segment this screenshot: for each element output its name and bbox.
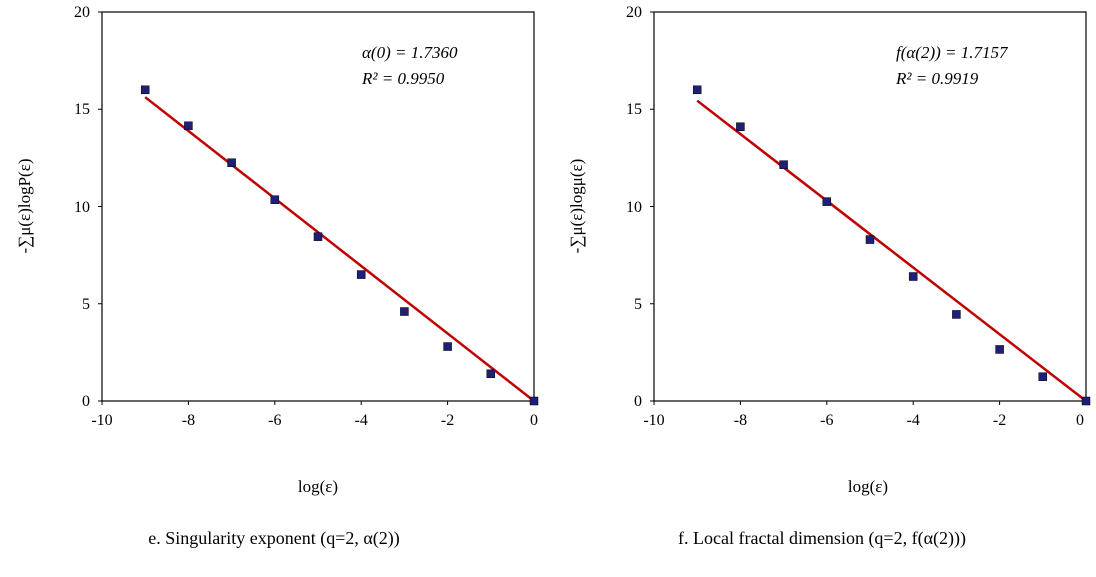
chart-f-xticks: -10 -8 -6 -4 -2 0 <box>643 401 1087 429</box>
chart-e-ytick-label: 0 <box>82 393 90 410</box>
chart-e-xtick-label: 0 <box>530 412 538 429</box>
chart-e-points <box>140 85 539 406</box>
chart-f-svg: 0 5 10 15 20 -10 -8 -6 -4 -2 0 f(α(2)) =… <box>567 4 1091 496</box>
chart-e-annotation-alpha: α(0) = 1.7360 <box>362 43 458 62</box>
chart-e-data-point <box>184 121 193 131</box>
chart-e-xtick-label: -4 <box>355 412 368 429</box>
chart-e-ytick-label: 20 <box>74 4 90 21</box>
chart-e-annotation-r2: R² = 0.9950 <box>361 69 445 88</box>
chart-f-xtick-label: -6 <box>820 412 833 429</box>
chart-e-xticks: -10 -8 -6 -4 -2 0 <box>91 401 538 429</box>
chart-f-plot-frame <box>653 11 1087 402</box>
chart-f-ytick-label: 5 <box>634 296 642 313</box>
chart-f-data-point <box>692 85 702 95</box>
chart-e-data-point <box>529 396 539 406</box>
chart-f-data-point <box>822 197 832 206</box>
chart-f-caption: f. Local fractal dimension (q=2, f(α(2))… <box>678 528 966 548</box>
chart-e-ytick-label: 15 <box>74 101 90 118</box>
chart-f-ytick-label: 15 <box>626 101 642 118</box>
chart-f-data-point <box>1081 396 1091 406</box>
chart-e-plot-frame <box>101 11 535 402</box>
chart-f-data-point <box>1038 372 1048 381</box>
chart-f-xtick-label: -4 <box>907 412 920 429</box>
chart-e-ylabel: -∑μ(ε)logP(ε) <box>15 159 34 254</box>
chart-e-xtick-label: -6 <box>268 412 281 429</box>
chart-f-data-point <box>865 235 875 244</box>
chart-e-data-point <box>227 158 236 167</box>
chart-f-ylabel: -∑μ(ε)logμ(ε) <box>567 159 586 254</box>
chart-e-xtick-label: -2 <box>441 412 454 429</box>
chart-f-xlabel: log(ε) <box>848 477 888 496</box>
chart-e-xtick-label: -10 <box>91 412 112 429</box>
chart-f-annotation-f: f(α(2)) = 1.7157 <box>896 43 1009 62</box>
chart-f-data-point <box>736 122 745 132</box>
chart-f-xtick-label: -2 <box>993 412 1006 429</box>
chart-e-caption: e. Singularity exponent (q=2, α(2)) <box>148 528 400 548</box>
chart-panel-f: 0 5 10 15 20 -10 -8 -6 -4 -2 0 f(α(2)) =… <box>548 0 1096 577</box>
chart-e-xtick-label: -8 <box>182 412 195 429</box>
chart-f-fit-line <box>696 99 1087 402</box>
chart-f-ytick-label: 0 <box>634 393 642 410</box>
chart-e-xlabel: log(ε) <box>298 477 338 496</box>
chart-e-data-point <box>356 270 366 279</box>
chart-f-data-point <box>779 160 788 169</box>
chart-f-xtick-label: -10 <box>643 412 664 429</box>
chart-f-yticks: 0 5 10 15 20 <box>626 4 654 410</box>
chart-e-yticks: 0 5 10 15 20 <box>74 4 102 410</box>
chart-e-data-point <box>400 307 409 316</box>
chart-e-data-point <box>486 369 496 379</box>
chart-e-data-point <box>313 232 323 241</box>
chart-f-xtick-label: 0 <box>1076 412 1084 429</box>
chart-e-svg: 0 5 10 15 20 -10 -8 -6 -4 -2 0 α(0) = 1.… <box>15 4 539 496</box>
chart-f-annotation-r2: R² = 0.9919 <box>895 69 979 88</box>
chart-f-data-point <box>952 310 961 319</box>
chart-f-data-point <box>995 345 1004 354</box>
chart-e-data-point <box>270 195 280 204</box>
chart-e-ytick-label: 10 <box>74 199 90 216</box>
chart-e-data-point <box>443 342 452 351</box>
chart-e-fit-line <box>144 96 535 402</box>
chart-f-data-point <box>908 272 918 281</box>
chart-panel-e: 0 5 10 15 20 -10 -8 -6 -4 -2 0 α(0) = 1.… <box>15 4 539 548</box>
chart-f-ytick-label: 20 <box>626 4 642 21</box>
chart-f-points <box>692 85 1091 406</box>
chart-f-ytick-label: 10 <box>626 199 642 216</box>
chart-e-ytick-label: 5 <box>82 296 90 313</box>
chart-f-xtick-label: -8 <box>734 412 747 429</box>
chart-e-data-point <box>140 85 150 95</box>
